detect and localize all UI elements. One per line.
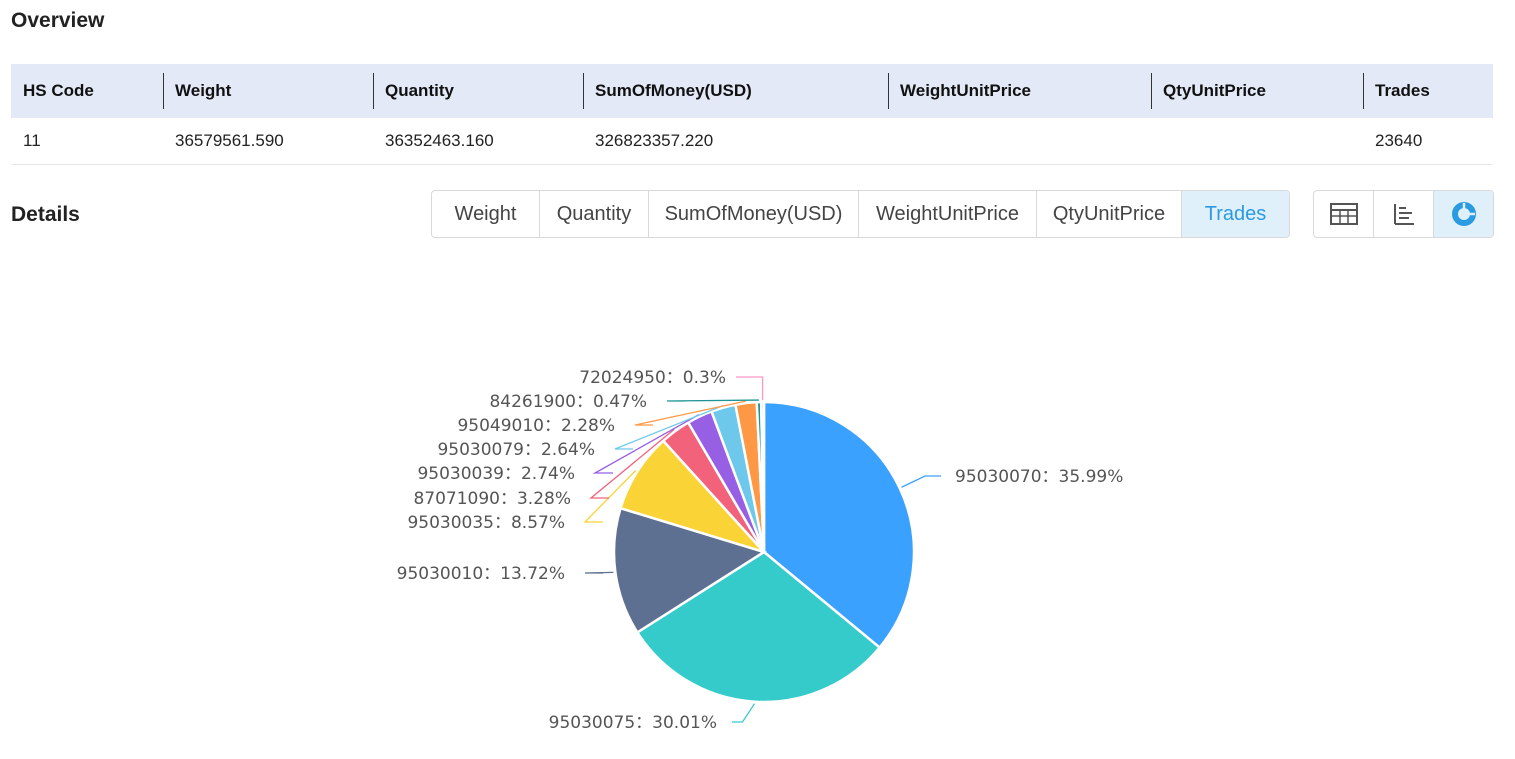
col-header-trades[interactable]: Trades <box>1363 64 1493 118</box>
pie-label-line <box>901 475 941 488</box>
pie-label: 95049010：2.28% <box>457 416 615 436</box>
tab-weight-unit-price[interactable]: WeightUnitPrice <box>859 191 1037 237</box>
pie-label: 95030079：2.64% <box>437 440 595 460</box>
col-header-weight[interactable]: Weight <box>163 64 373 118</box>
table-view-button[interactable] <box>1314 191 1374 237</box>
pie-label-line <box>614 405 724 450</box>
overview-header-row: HS Code Weight Quantity SumOfMoney(USD) … <box>11 64 1493 118</box>
col-header-weight-unit-price[interactable]: WeightUnitPrice <box>888 64 1151 118</box>
pie-label-line <box>584 571 614 574</box>
tab-qty-unit-price[interactable]: QtyUnitPrice <box>1037 191 1182 237</box>
pie-slice-95030075[interactable] <box>635 550 882 704</box>
pie-chart-icon <box>1451 202 1476 226</box>
pie-label: 84261900：0.47% <box>489 392 647 412</box>
pie-label: 72024950：0.3% <box>579 368 726 388</box>
pie-label-line <box>583 470 637 523</box>
tab-weight[interactable]: Weight <box>432 191 540 237</box>
view-toggle <box>1313 190 1494 238</box>
pie-label-line <box>736 376 764 401</box>
cell-weight-unit-price <box>888 118 1151 165</box>
pie-slice-72024950[interactable] <box>759 400 766 553</box>
details-title: Details <box>11 203 80 226</box>
cell-quantity: 36352463.160 <box>373 118 583 165</box>
pie-label-line <box>589 428 675 499</box>
pie-view-button[interactable] <box>1434 191 1493 237</box>
tab-sum-of-money[interactable]: SumOfMoney(USD) <box>649 191 859 237</box>
pie-chart: 95030070：35.99% 95030075：30.01% 95030010：1… <box>397 368 1124 733</box>
cell-hs-code: 11 <box>11 118 163 165</box>
bar-view-button[interactable] <box>1374 191 1434 237</box>
pie-label: 87071090：3.28% <box>413 489 571 509</box>
cell-qty-unit-price <box>1151 118 1363 165</box>
table-row: 11 36579561.590 36352463.160 326823357.2… <box>11 118 1493 165</box>
pie-label-line <box>666 399 759 402</box>
col-header-quantity[interactable]: Quantity <box>373 64 583 118</box>
pie-label: 95030070：35.99% <box>955 467 1123 487</box>
pie-label-line <box>732 703 756 723</box>
pie-slice-95030070[interactable] <box>762 400 916 650</box>
overview-table: HS Code Weight Quantity SumOfMoney(USD) … <box>11 64 1493 165</box>
col-header-hs-code[interactable]: HS Code <box>11 64 163 118</box>
tab-quantity[interactable]: Quantity <box>540 191 649 237</box>
tab-trades[interactable]: Trades <box>1182 191 1289 237</box>
cell-trades: 23640 <box>1363 118 1493 165</box>
metric-tabs: Weight Quantity SumOfMoney(USD) WeightUn… <box>431 190 1290 238</box>
table-icon <box>1329 203 1358 225</box>
pie-label: 95030039：2.74% <box>417 464 575 484</box>
pie-label: 95030010：13.72% <box>397 564 565 584</box>
cell-weight: 36579561.590 <box>163 118 373 165</box>
pie-label-line <box>592 414 700 474</box>
pie-slice-95030010[interactable] <box>612 506 767 635</box>
bar-chart-icon <box>1393 204 1414 225</box>
col-header-sum-of-money[interactable]: SumOfMoney(USD) <box>583 64 888 118</box>
pie-label: 95030035：8.57% <box>407 513 565 533</box>
col-header-qty-unit-price[interactable]: QtyUnitPrice <box>1151 64 1363 118</box>
pie-label-line <box>634 400 746 426</box>
overview-title: Overview <box>11 9 105 32</box>
cell-sum-of-money: 326823357.220 <box>583 118 888 165</box>
pie-label: 95030075：30.01% <box>549 713 717 733</box>
